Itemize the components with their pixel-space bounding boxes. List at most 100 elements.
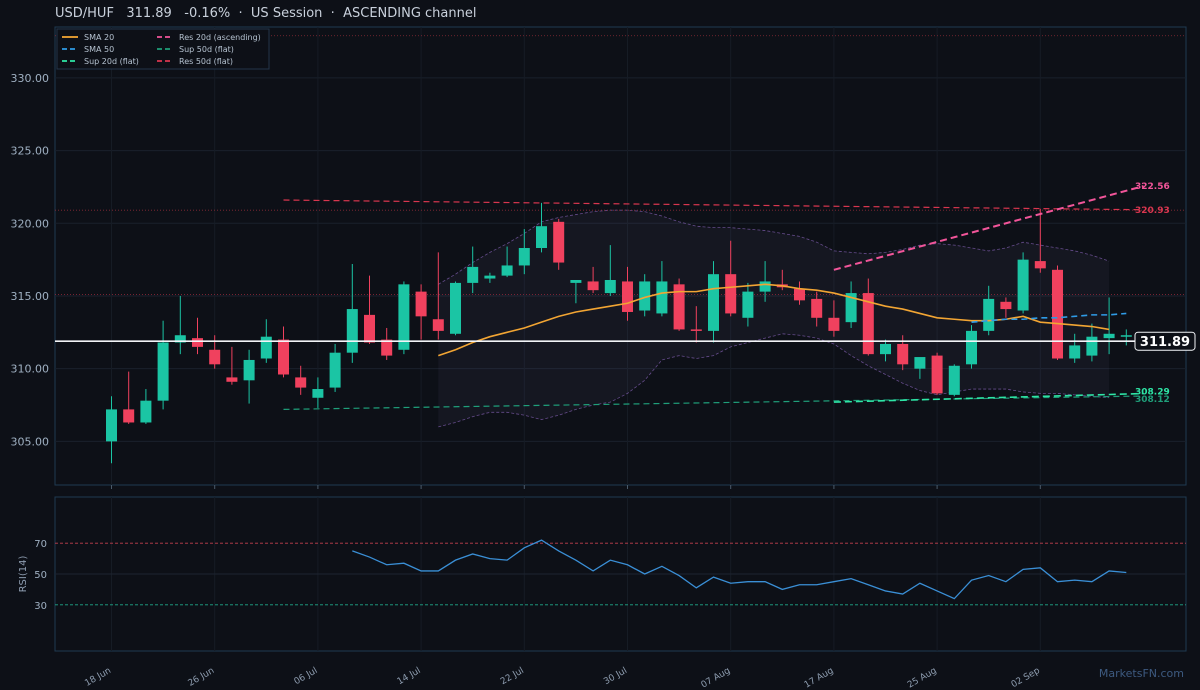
legend-entry: SMA 20 xyxy=(84,33,114,42)
candle-body xyxy=(192,338,203,347)
legend-entry: Res 50d (flat) xyxy=(179,57,233,66)
x-tick-label: 14 Jul xyxy=(396,666,423,687)
sup50-line xyxy=(283,395,1144,410)
channel-label: ASCENDING channel xyxy=(343,6,477,21)
candle-body xyxy=(1086,336,1098,356)
x-tick-label: 18 Jun xyxy=(83,666,113,689)
rsi-tick-label: 50 xyxy=(34,570,47,581)
price-tick-label: 305.00 xyxy=(11,435,50,448)
candle-body xyxy=(897,343,909,365)
candle-body xyxy=(673,284,685,330)
candle-body xyxy=(794,288,805,301)
candle-body xyxy=(1017,259,1029,311)
candle-body xyxy=(553,221,565,263)
session-label: US Session xyxy=(250,6,323,21)
candle-body xyxy=(106,409,117,442)
candle-body xyxy=(828,317,840,331)
rsi-axis-label: RSI(14) xyxy=(18,556,29,593)
candle-body xyxy=(536,226,547,249)
res50-line xyxy=(283,199,1144,211)
candle-body xyxy=(1034,261,1046,269)
rsi-tick-label: 30 xyxy=(34,601,47,612)
candle-body xyxy=(312,389,324,398)
x-tick-label: 25 Aug xyxy=(906,666,939,690)
res50-label: 320.93 xyxy=(1135,206,1170,216)
candle-body xyxy=(690,329,702,331)
candle-body xyxy=(209,349,221,365)
legend-box xyxy=(56,28,270,70)
candle-body xyxy=(845,293,857,323)
candle-body xyxy=(862,293,874,355)
candle-body xyxy=(174,335,186,343)
candle-body xyxy=(725,274,737,314)
candle-body xyxy=(140,400,152,423)
x-tick-label: 30 Jul xyxy=(602,666,629,687)
bollinger-upper xyxy=(438,209,1110,285)
chart-header: USD/HUF 311.89 -0.16% · US Session · ASC… xyxy=(55,6,477,21)
candle-body xyxy=(983,298,995,331)
sup20-label: 308.29 xyxy=(1135,388,1170,398)
candle-body xyxy=(1069,345,1081,359)
candle-body xyxy=(450,282,461,334)
watermark: MarketsFN.com xyxy=(1098,667,1184,680)
x-tick-label: 02 Sep xyxy=(1010,666,1042,690)
candle-body xyxy=(914,357,926,369)
sup50-label: 308.12 xyxy=(1135,395,1170,405)
candle-body xyxy=(226,377,238,382)
candle-body xyxy=(931,355,943,394)
chart-legend: SMA 20 SMA 50 Sup 20d (flat) Res 20d (ascen… xyxy=(56,28,270,70)
res20-label: 322.56 xyxy=(1135,182,1170,192)
x-tick-label: 06 Jul xyxy=(293,666,320,687)
x-tick-label: 22 Jul xyxy=(499,666,526,687)
candle-body xyxy=(656,281,668,314)
candle-body xyxy=(260,336,272,359)
rsi-line xyxy=(352,539,1127,600)
x-tick-label: 17 Aug xyxy=(803,666,836,690)
candle-body xyxy=(432,319,444,331)
candle-body xyxy=(622,281,633,312)
candle-body xyxy=(880,343,891,355)
candle-body xyxy=(518,248,530,266)
candle-body xyxy=(243,359,255,381)
candle-body xyxy=(329,352,341,388)
symbol-label: USD/HUF xyxy=(55,6,114,21)
candle-body xyxy=(811,298,823,318)
candle-body xyxy=(157,342,169,401)
candle-body xyxy=(742,291,754,318)
price-tick-label: 310.00 xyxy=(11,363,50,376)
price-tick-label: 330.00 xyxy=(11,72,50,85)
candle-body xyxy=(346,309,358,353)
price-tick-label: 315.00 xyxy=(11,290,50,303)
candle-body xyxy=(1052,269,1063,359)
price-panel xyxy=(54,26,1187,486)
candle-body xyxy=(381,339,393,356)
candle-body xyxy=(501,265,513,276)
candle-body xyxy=(639,281,651,311)
candle-body xyxy=(295,377,307,388)
price-badge-box xyxy=(1134,331,1196,351)
change-label: -0.16% xyxy=(184,6,231,21)
candle-body xyxy=(364,314,375,343)
candle-body xyxy=(604,279,616,294)
legend-entry: Res 20d (ascending) xyxy=(179,33,261,42)
rsi-tick-label: 70 xyxy=(34,539,47,550)
price-label: 311.89 xyxy=(126,6,172,21)
candle-body xyxy=(484,275,496,279)
candle-body xyxy=(708,274,719,331)
candle-body xyxy=(1103,333,1115,339)
legend-entry: Sup 50d (flat) xyxy=(179,45,234,54)
candle-body xyxy=(1120,335,1132,337)
candle-body xyxy=(123,409,135,423)
candle-body xyxy=(948,365,960,395)
candle-body xyxy=(759,281,771,292)
candle-body xyxy=(278,339,289,375)
x-tick-label: 07 Aug xyxy=(700,666,733,690)
legend-entry: SMA 50 xyxy=(84,45,114,54)
sma50-line xyxy=(971,312,1127,323)
x-tick-label: 26 Jun xyxy=(187,666,217,689)
candle-body xyxy=(1000,301,1012,310)
candle-body xyxy=(570,279,582,283)
candle-body xyxy=(467,266,479,283)
